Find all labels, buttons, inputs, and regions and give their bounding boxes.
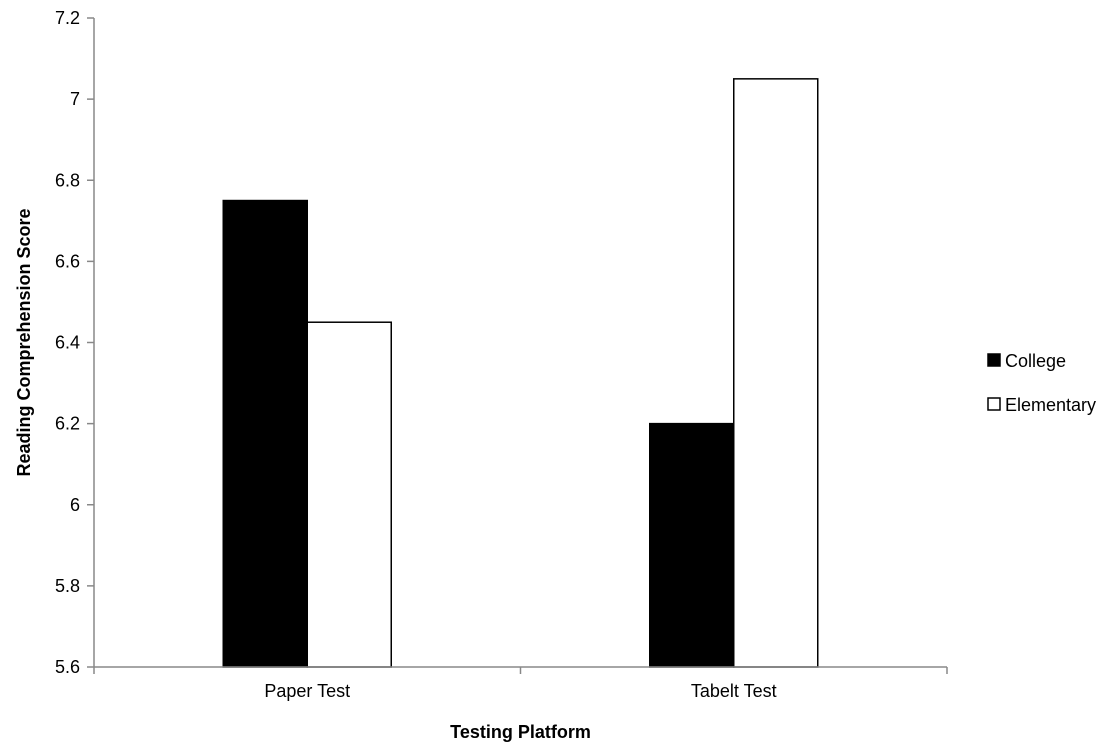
x-axis-title: Testing Platform <box>450 722 591 742</box>
bar-elementary-1 <box>306 321 392 668</box>
bar-college-2 <box>649 422 735 668</box>
legend-swatch-elementary <box>987 397 1001 411</box>
y-tick-label: 6.6 <box>55 251 80 271</box>
bars <box>222 78 819 668</box>
y-axis-ticks: 5.6 5.8 6 6.2 6.4 6.6 6.8 7 7.2 <box>55 8 94 677</box>
y-tick-label: 5.6 <box>55 657 80 677</box>
y-axis-title: Reading Comprehension Score <box>14 208 34 476</box>
x-axis-ticks: Paper Test Tabelt Test <box>93 667 948 701</box>
x-tick-label: Tabelt Test <box>691 681 777 701</box>
y-tick-label: 5.8 <box>55 576 80 596</box>
y-tick-label: 7 <box>70 89 80 109</box>
legend: College Elementary <box>987 351 1096 415</box>
y-tick-label: 7.2 <box>55 8 80 28</box>
y-tick-label: 6.4 <box>55 333 80 353</box>
y-tick-label: 6 <box>70 495 80 515</box>
y-tick-label: 6.8 <box>55 170 80 190</box>
legend-swatch-college <box>987 353 1001 367</box>
bar-college-1 <box>222 199 308 668</box>
legend-label-college: College <box>1005 351 1066 371</box>
legend-label-elementary: Elementary <box>1005 395 1096 415</box>
bar-elementary-2 <box>733 78 819 668</box>
x-tick-label: Paper Test <box>264 681 350 701</box>
y-tick-label: 6.2 <box>55 414 80 434</box>
